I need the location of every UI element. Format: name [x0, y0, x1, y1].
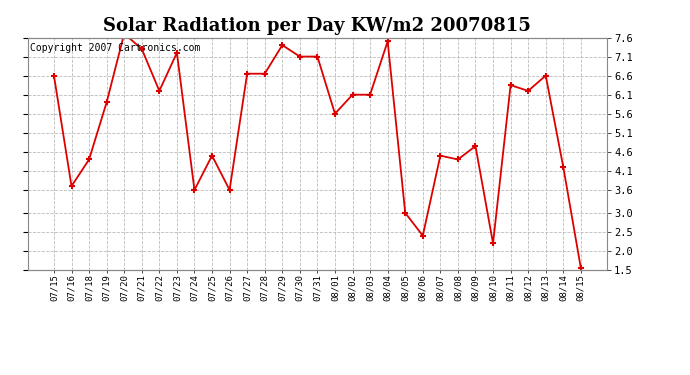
Title: Solar Radiation per Day KW/m2 20070815: Solar Radiation per Day KW/m2 20070815 [104, 16, 531, 34]
Text: Copyright 2007 Cartronics.com: Copyright 2007 Cartronics.com [30, 44, 201, 53]
